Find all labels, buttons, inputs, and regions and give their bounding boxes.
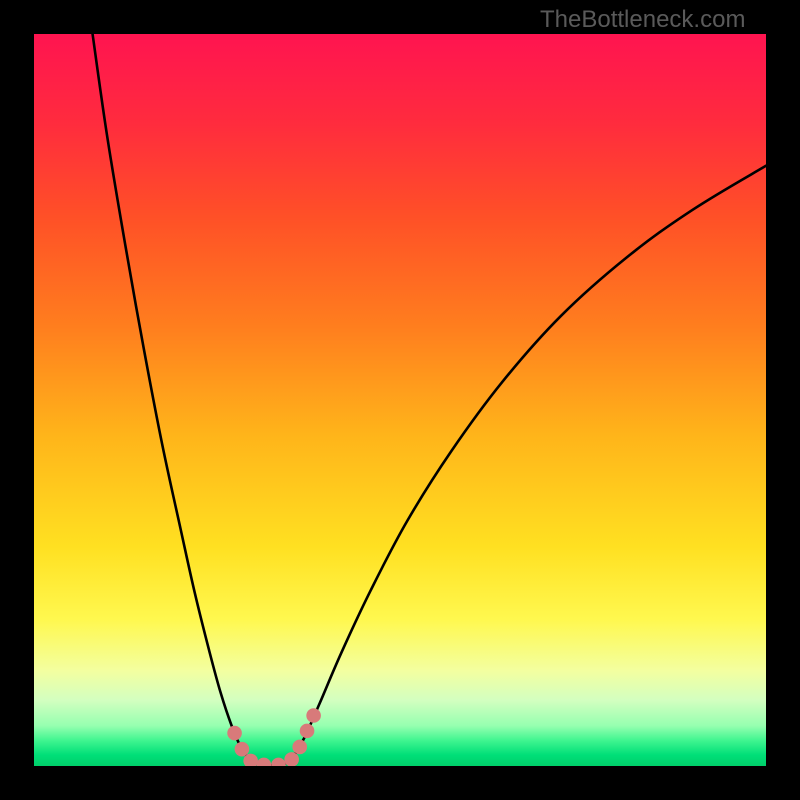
- data-marker: [235, 742, 250, 757]
- plot-svg: [34, 34, 766, 766]
- data-marker: [292, 740, 307, 755]
- data-marker: [300, 724, 315, 739]
- data-marker: [227, 726, 242, 741]
- data-marker: [306, 708, 321, 723]
- gradient-background: [34, 34, 766, 766]
- chart-container: TheBottleneck.com: [0, 0, 800, 800]
- plot-area: [34, 34, 766, 766]
- watermark-text: TheBottleneck.com: [540, 6, 745, 34]
